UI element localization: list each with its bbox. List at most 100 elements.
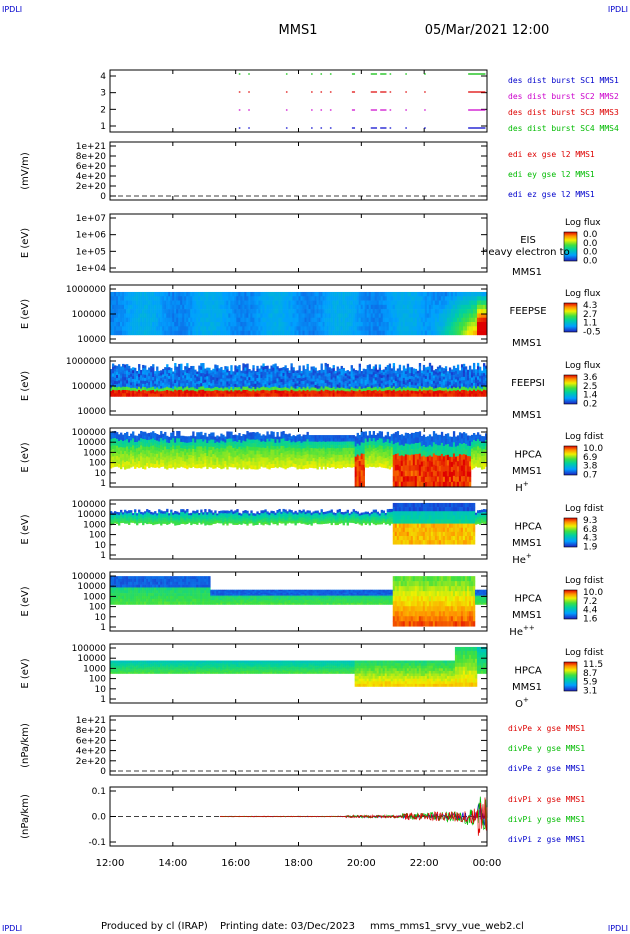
hpca_h-spectrogram-cell <box>242 463 245 468</box>
feepse-spectrogram-cell <box>280 300 283 306</box>
feepse-spectrogram-cell <box>116 291 119 297</box>
hpca_h-spectrogram-cell <box>184 436 187 440</box>
feepsi-spectrogram-cell <box>346 375 349 379</box>
hpca_h-spectrogram-cell <box>176 431 179 435</box>
hpca_h-spectrogram-cell <box>302 462 305 466</box>
feepsi-spectrogram-cell <box>178 386 181 391</box>
feepse-spectrogram-cell <box>286 322 289 327</box>
feepsi-spectrogram-cell <box>224 372 227 376</box>
feepsi-spectrogram-cell <box>198 393 201 397</box>
hpca_h-spectrogram-cell <box>222 458 225 462</box>
hpca_h-spectrogram-cell <box>180 438 183 443</box>
feepsi-spectrogram-cell <box>426 366 430 370</box>
hpca_h-spectrogram-cell <box>148 439 151 444</box>
feepse-spectrogram-cell <box>474 322 478 327</box>
hpca_h-spectrogram-cell <box>260 457 263 461</box>
feepse-spectrogram-cell <box>392 300 396 306</box>
feepse-spectrogram-cell <box>160 317 163 323</box>
feepsi-spectrogram-cell <box>264 387 267 391</box>
feepse-spectrogram-cell <box>472 304 476 310</box>
hpca_h-spectrogram-cell <box>232 460 235 465</box>
feepsi-spectrogram-cell <box>214 386 217 391</box>
feepse-spectrogram-cell <box>370 326 373 331</box>
hpca_h-spectrogram-cell <box>194 455 197 459</box>
feepsi-spectrogram-cell <box>274 363 277 368</box>
feepsi-spectrogram-cell <box>460 367 464 371</box>
feepse-spectrogram-cell <box>194 330 197 336</box>
feepse-spectrogram-cell <box>228 326 231 331</box>
feepsi-spectrogram-cell <box>466 383 470 387</box>
feepsi-colorbar-tick: 2.5 <box>583 382 597 392</box>
feepse-spectrogram-cell <box>210 313 213 319</box>
feepse-spectrogram-cell <box>192 317 195 323</box>
feepse-spectrogram-cell <box>140 330 143 336</box>
hpca_h-spectrogram-cell <box>224 451 227 456</box>
feepsi-spectrogram-cell <box>400 388 404 392</box>
feepse-spectrogram-cell <box>368 322 371 327</box>
feepsi-spectrogram-cell <box>384 372 388 377</box>
feepsi-spectrogram-cell <box>374 370 378 375</box>
hpca_h-spectrogram-cell <box>258 440 261 445</box>
feepsi-spectrogram-cell <box>246 380 249 384</box>
feepsi-spectrogram-cell <box>426 390 430 394</box>
feepse-spectrogram-cell <box>348 313 351 319</box>
feepsi-spectrogram-cell <box>392 369 396 374</box>
feepse-spectrogram-cell <box>150 300 153 306</box>
hpca_h-spectrogram-cell <box>238 457 241 461</box>
feepse-spectrogram-cell <box>416 317 420 323</box>
hpca_h-spectrogram-cell <box>114 448 117 453</box>
feepse-spectrogram-cell <box>132 291 135 297</box>
hpca_h-spectrogram-cell <box>298 447 301 452</box>
feepse-spectrogram-cell <box>312 322 315 327</box>
feepse-spectrogram-cell <box>406 296 410 301</box>
hpca_h-spectrogram-cell <box>166 439 169 443</box>
feepsi-spectrogram-cell <box>116 393 119 397</box>
feepsi-spectrogram-cell <box>438 383 442 388</box>
plot-title: MMS1 <box>279 23 318 38</box>
feepsi-spectrogram-cell <box>474 374 478 378</box>
feepsi-spectrogram-cell <box>168 375 171 380</box>
feepse-spectrogram-cell <box>466 313 470 319</box>
feepsi-spectrogram-cell <box>282 375 285 380</box>
feepse-spectrogram-cell <box>484 326 488 331</box>
feepse-spectrogram-cell <box>378 313 382 319</box>
feepse-spectrogram-cell <box>296 313 299 319</box>
feepsi-spectrogram-cell <box>138 364 141 368</box>
hpca_h-spectrogram-cell <box>136 454 139 458</box>
feepse-spectrogram-cell <box>406 322 410 327</box>
hpca_h-spectrogram-cell <box>234 444 237 448</box>
feepse-spectrogram-cell <box>392 304 396 310</box>
feepse-spectrogram-cell <box>420 291 424 297</box>
hpca_h-spectrogram-cell <box>302 451 305 456</box>
hpca_h-spectrogram-cell <box>150 453 153 457</box>
feepsi-spectrogram-cell <box>348 388 351 392</box>
feepse-spectrogram-cell <box>120 322 123 327</box>
hpca_h-spectrogram-cell <box>156 450 159 455</box>
hpca_h-spectrogram-cell <box>240 449 243 453</box>
feepsi-spectrogram-cell <box>472 383 476 387</box>
feepsi-spectrogram-cell <box>286 382 289 386</box>
feepsi-spectrogram-cell <box>156 387 159 391</box>
feepsi-spectrogram-cell <box>226 393 229 397</box>
feepse-spectrogram-cell <box>412 300 416 306</box>
feepse-spectrogram-cell <box>144 300 147 306</box>
feepsi-spectrogram-cell <box>448 379 452 383</box>
feepsi-spectrogram-cell <box>192 393 195 397</box>
feepse-spectrogram-cell <box>230 296 233 301</box>
feepsi-spectrogram-cell <box>420 388 424 392</box>
feepsi-spectrogram-cell <box>126 389 129 394</box>
feepsi-spectrogram-cell <box>230 390 233 394</box>
feepse-spectrogram-cell <box>340 313 343 319</box>
feepsi-spectrogram-cell <box>186 376 189 381</box>
feepsi-spectrogram-cell <box>304 371 307 375</box>
feepsi-spectrogram-cell <box>150 381 153 385</box>
feepsi-spectrogram-cell <box>478 387 482 391</box>
feepsi-spectrogram-cell <box>480 373 484 377</box>
hpca_h-spectrogram-cell <box>182 442 185 446</box>
feepse-spectrogram-cell <box>250 313 253 319</box>
feepsi-spectrogram-cell <box>272 367 275 372</box>
feepse-spectrogram-cell <box>230 326 233 331</box>
feepse-spectrogram-cell <box>112 304 115 310</box>
feepsi-spectrogram-cell <box>346 385 349 389</box>
feepsi-spectrogram-cell <box>452 368 456 373</box>
